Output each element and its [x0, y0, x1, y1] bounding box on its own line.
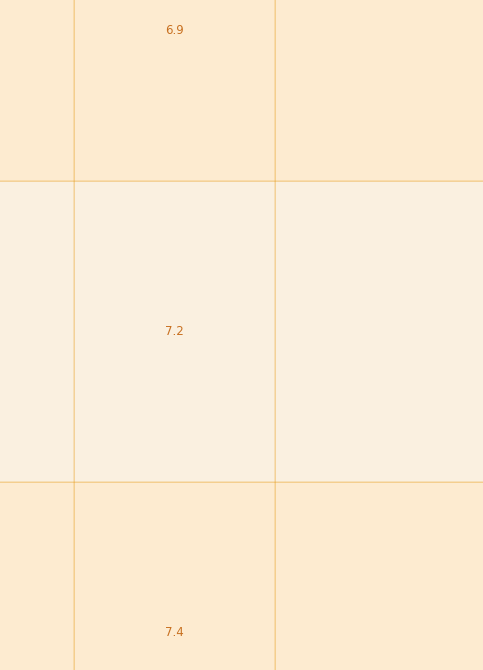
Bar	[0, 482, 74, 670]
Text: 6.9: 6.9	[165, 23, 184, 37]
Bar	[275, 0, 483, 181]
Text: 7.4: 7.4	[165, 626, 184, 639]
Bar	[275, 482, 483, 670]
Bar	[275, 181, 483, 482]
Text: 7.2: 7.2	[165, 325, 184, 338]
Bar	[0, 181, 74, 482]
Bar	[74, 181, 275, 482]
Bar	[0, 0, 74, 181]
Bar	[74, 0, 275, 181]
Bar	[74, 482, 275, 670]
